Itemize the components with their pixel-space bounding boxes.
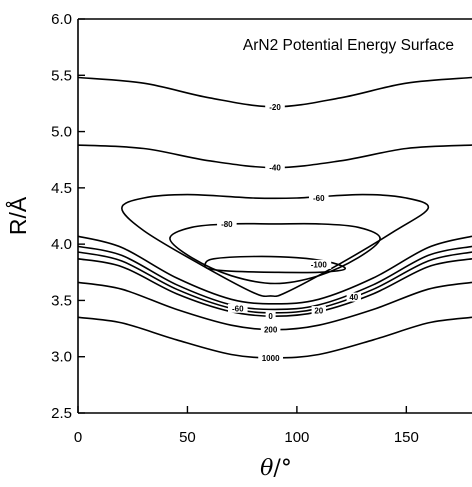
- contour-line: [120, 193, 430, 298]
- y-tick-label: 5.0: [51, 124, 72, 141]
- x-tick-label: 50: [179, 429, 196, 446]
- contour-label-backdrop: [306, 259, 332, 269]
- contour-label: -100: [311, 260, 328, 269]
- x-tick-label: 150: [394, 429, 419, 446]
- contour-label-backdrop: [311, 306, 326, 316]
- contour-label: -60: [313, 194, 325, 203]
- contour-label: 40: [349, 293, 358, 302]
- x-axis: 0 50 100 150: [74, 406, 419, 446]
- title-backdrop: [158, 30, 468, 60]
- contour-label: -20: [269, 103, 281, 112]
- x-axis-symbol: θ: [260, 456, 273, 481]
- contour-line: [203, 255, 347, 274]
- y-tick-label: 4.5: [51, 180, 72, 197]
- x-tick-label: 0: [74, 429, 82, 446]
- contour-label: -40: [269, 164, 281, 173]
- y-tick-label: 3.0: [51, 349, 72, 366]
- contour-label-backdrop: [260, 325, 281, 335]
- y-axis-title: R/Å: [4, 196, 31, 235]
- contour-line: [77, 316, 472, 359]
- contour-label: 200: [264, 326, 278, 335]
- contour-line: [77, 235, 472, 305]
- y-axis-unit: /Å: [4, 196, 31, 218]
- y-tick-label: 5.5: [51, 67, 72, 84]
- y-axis-symbol: R: [5, 219, 31, 236]
- contour-label-backdrop: [308, 193, 329, 203]
- y-tick-label: 3.5: [51, 292, 72, 309]
- contour-label-backdrop: [265, 163, 285, 173]
- contour-line: [169, 222, 381, 285]
- contour-line: [77, 281, 472, 331]
- y-tick-label: 4.0: [51, 236, 72, 253]
- contour-label-backdrop: [265, 311, 276, 321]
- contour-label-backdrop: [265, 102, 285, 112]
- contour-label: -80: [221, 220, 233, 229]
- contour-label: 20: [314, 307, 323, 316]
- chart-title: ArN2 Potential Energy Surface: [243, 37, 454, 54]
- y-axis: 2.5 3.0 3.5 4.0 4.5 5.0 5.5 6.0: [51, 11, 85, 422]
- y-tick-label: 6.0: [51, 11, 72, 28]
- x-axis-unit: /°: [273, 456, 291, 481]
- contour-labels: 1000 200 0 20 40 -60 -20 -40 -60 -80 -100: [217, 102, 361, 363]
- contour-label-backdrop: [346, 292, 361, 302]
- contour-label: -60: [232, 304, 244, 313]
- contour-label-backdrop: [227, 303, 248, 313]
- x-axis-title: θ/°: [260, 456, 292, 481]
- contour-lines: [77, 76, 472, 359]
- contour-label: 1000: [262, 354, 280, 363]
- contour-label-backdrop: [217, 219, 237, 229]
- y-tick-label: 2.5: [51, 405, 72, 422]
- contour-line: [77, 245, 472, 311]
- x-tick-label: 100: [284, 429, 309, 446]
- contour-label-backdrop: [258, 353, 284, 363]
- contour-label: 0: [268, 312, 273, 321]
